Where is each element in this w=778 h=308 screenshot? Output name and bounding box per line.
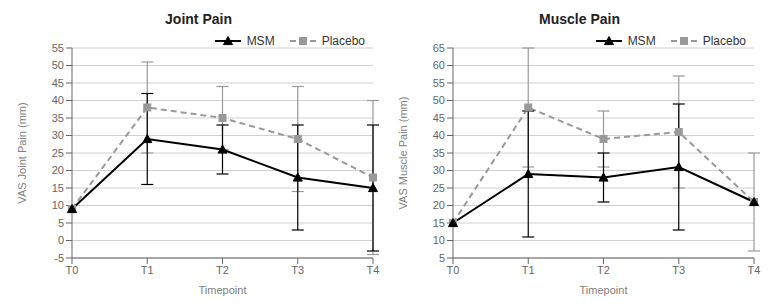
svg-text:T4: T4 xyxy=(367,264,380,276)
svg-text:T3: T3 xyxy=(291,264,304,276)
svg-text:T1: T1 xyxy=(522,264,535,276)
svg-text:0: 0 xyxy=(58,234,64,246)
svg-text:5: 5 xyxy=(58,217,64,229)
svg-text:VAS Muscle Pain (mm): VAS Muscle Pain (mm) xyxy=(397,97,409,210)
svg-text:40: 40 xyxy=(52,94,64,106)
svg-text:50: 50 xyxy=(52,59,64,71)
svg-text:60: 60 xyxy=(433,59,445,71)
svg-text:5: 5 xyxy=(439,252,445,264)
svg-text:25: 25 xyxy=(433,182,445,194)
svg-text:25: 25 xyxy=(52,147,64,159)
svg-text:T2: T2 xyxy=(597,264,610,276)
svg-text:15: 15 xyxy=(52,182,64,194)
html-text:Muscle Pain: Muscle Pain xyxy=(539,11,620,27)
svg-text:VAS Joint Pain (mm): VAS Joint Pain (mm) xyxy=(16,102,28,203)
svg-text:35: 35 xyxy=(433,147,445,159)
svg-text:15: 15 xyxy=(433,217,445,229)
svg-text:10: 10 xyxy=(433,234,445,246)
svg-text:30: 30 xyxy=(52,129,64,141)
svg-text:45: 45 xyxy=(433,112,445,124)
svg-text:20: 20 xyxy=(52,164,64,176)
svg-text:55: 55 xyxy=(52,42,64,54)
svg-text:50: 50 xyxy=(433,94,445,106)
svg-text:T0: T0 xyxy=(447,264,460,276)
html-text:Placebo: Placebo xyxy=(321,34,365,48)
svg-text:T2: T2 xyxy=(216,264,229,276)
svg-text:T3: T3 xyxy=(672,264,685,276)
svg-text:55: 55 xyxy=(433,77,445,89)
svg-text:30: 30 xyxy=(433,164,445,176)
svg-text:20: 20 xyxy=(433,199,445,211)
svg-text:T0: T0 xyxy=(66,264,79,276)
html-text:Joint Pain: Joint Pain xyxy=(165,11,232,27)
svg-text:-5: -5 xyxy=(54,252,64,264)
html-text:Placebo: Placebo xyxy=(702,34,746,48)
html-text:MSM: MSM xyxy=(246,34,275,48)
svg-text:65: 65 xyxy=(433,42,445,54)
svg-text:35: 35 xyxy=(52,112,64,124)
svg-text:T1: T1 xyxy=(141,264,154,276)
svg-text:45: 45 xyxy=(52,77,64,89)
svg-text:40: 40 xyxy=(433,129,445,141)
svg-text:T4: T4 xyxy=(748,264,761,276)
svg-text:10: 10 xyxy=(52,199,64,211)
svg-text:Timepoint: Timepoint xyxy=(199,284,247,296)
html-text:MSM: MSM xyxy=(627,34,656,48)
svg-text:Timepoint: Timepoint xyxy=(580,284,628,296)
